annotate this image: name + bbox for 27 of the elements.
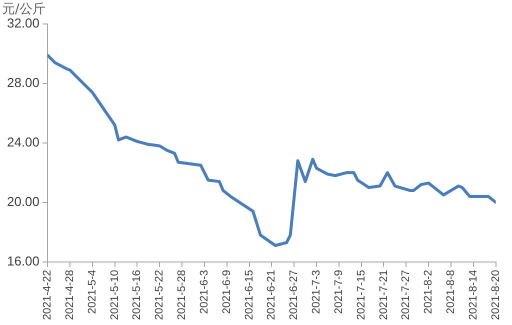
x-tick-label: 2021-8-8 xyxy=(445,270,458,314)
x-tick-label: 2021-5-28 xyxy=(176,270,188,320)
x-tick-label: 2021-4-22 xyxy=(42,270,54,320)
x-tick-label: 2021-6-21 xyxy=(266,270,278,320)
x-tick-label: 2021-7-3 xyxy=(310,270,323,314)
x-tick-label: 2021-8-2 xyxy=(422,270,435,314)
x-tick-label: 2021-7-27 xyxy=(400,270,412,320)
x-tick-label: 2021-5-22 xyxy=(154,270,166,320)
y-tick-label: 20.00 xyxy=(6,194,40,209)
x-tick-label: 2021-5-10 xyxy=(108,270,121,320)
x-tick-label: 2021-7-9 xyxy=(332,270,345,314)
y-tick-label: 24.00 xyxy=(6,134,40,150)
x-tick-label: 2021-6-3 xyxy=(198,270,210,314)
y-axis-title: 元/公斤 xyxy=(2,2,46,17)
y-tick-label: 32.00 xyxy=(6,16,40,31)
x-tick-label: 2021-6-27 xyxy=(288,270,300,320)
x-tick-label: 2021-6-15 xyxy=(243,270,256,320)
x-tick-label: 2021-8-20 xyxy=(490,270,502,320)
x-tick-label: 2021-4-28 xyxy=(64,270,76,320)
x-tick-label: 2021-7-15 xyxy=(355,270,368,320)
y-tick-label: 16.00 xyxy=(6,253,40,268)
x-tick-label: 2021-5-16 xyxy=(131,270,144,320)
x-tick-label: 2021-7-21 xyxy=(378,270,390,320)
x-tick-label: 2021-6-9 xyxy=(220,270,233,314)
x-tick-label: 2021-5-4 xyxy=(86,270,98,314)
y-tick-label: 28.00 xyxy=(6,75,40,90)
x-tick-label: 2021-8-14 xyxy=(467,270,480,320)
